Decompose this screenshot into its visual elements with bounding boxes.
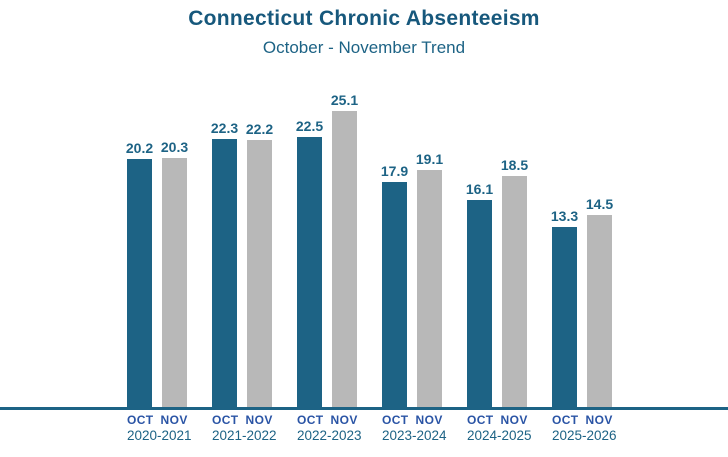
month-labels: OCT NOV <box>297 413 357 427</box>
bar-value-label: 17.9 <box>380 162 409 179</box>
oct-bar: 17.9 <box>381 163 408 407</box>
x-axis-row: OCT NOV 2020-2021 OCT NOV 2021-2022 OCT NOV 2022… <box>127 413 617 443</box>
bar-group: 16.1 18.5 <box>466 157 528 407</box>
oct-label: OCT <box>127 413 154 427</box>
oct-bar: 16.1 <box>466 181 493 407</box>
oct-bar: 22.3 <box>211 120 238 407</box>
nov-bar: 19.1 <box>416 151 443 407</box>
bar-group: 20.2 20.3 <box>126 139 188 407</box>
nov-label: NOV <box>160 413 188 427</box>
year-label: 2024-2025 <box>467 428 532 443</box>
nov-label: NOV <box>245 413 273 427</box>
nov-bar: 20.3 <box>161 139 188 407</box>
year-label: 2022-2023 <box>297 428 362 443</box>
oct-bar: 22.5 <box>296 118 323 407</box>
bar-value-label: 20.3 <box>160 139 189 156</box>
x-axis-group-label: OCT NOV 2024-2025 <box>467 413 532 443</box>
oct-bar: 13.3 <box>551 208 578 407</box>
year-label: 2021-2022 <box>212 428 277 443</box>
x-axis-group-label: OCT NOV 2020-2021 <box>127 413 192 443</box>
nov-label: NOV <box>585 413 613 427</box>
month-labels: OCT NOV <box>467 413 527 427</box>
nov-bar: 18.5 <box>501 157 528 407</box>
bar-group: 13.3 14.5 <box>551 196 613 407</box>
oct-label: OCT <box>212 413 239 427</box>
chart-subtitle: October - November Trend <box>262 38 466 57</box>
bar-value-label: 13.3 <box>550 208 579 225</box>
nov-label: NOV <box>500 413 528 427</box>
chart-header: Connecticut Chronic Absenteeism October … <box>0 7 728 58</box>
bar-group: 22.5 25.1 <box>296 92 358 407</box>
bar-value-label: 22.3 <box>210 119 239 136</box>
bar-group: 22.3 22.2 <box>211 120 273 407</box>
month-labels: OCT NOV <box>127 413 187 427</box>
oct-bar: 20.2 <box>126 140 153 407</box>
nov-label: NOV <box>415 413 443 427</box>
oct-label: OCT <box>297 413 324 427</box>
chart-title: Connecticut Chronic Absenteeism <box>188 7 540 30</box>
x-axis-group-label: OCT NOV 2023-2024 <box>382 413 447 443</box>
nov-bar: 25.1 <box>331 92 358 407</box>
x-axis-group-label: OCT NOV 2025-2026 <box>552 413 617 443</box>
year-label: 2020-2021 <box>127 428 192 443</box>
x-axis-line <box>0 407 728 410</box>
bar-value-label: 20.2 <box>125 140 154 157</box>
month-labels: OCT NOV <box>382 413 442 427</box>
x-axis-group-label: OCT NOV 2021-2022 <box>212 413 277 443</box>
nov-bar: 14.5 <box>586 196 613 407</box>
year-label: 2023-2024 <box>382 428 447 443</box>
bar-value-label: 18.5 <box>500 157 529 173</box>
bar-value-label: 25.1 <box>330 92 359 109</box>
oct-label: OCT <box>382 413 409 427</box>
bar-value-label: 14.5 <box>585 196 614 213</box>
bar-value-label: 22.2 <box>245 120 274 137</box>
x-axis-group-label: OCT NOV 2022-2023 <box>297 413 362 443</box>
bar-value-label: 22.5 <box>295 117 324 134</box>
month-labels: OCT NOV <box>212 413 272 427</box>
oct-label: OCT <box>467 413 494 427</box>
bar-value-label: 16.1 <box>465 180 494 197</box>
year-label: 2025-2026 <box>552 428 617 443</box>
bar-value-label: 19.1 <box>415 151 444 168</box>
nov-bar: 22.2 <box>246 121 273 407</box>
month-labels: OCT NOV <box>552 413 612 427</box>
nov-label: NOV <box>330 413 358 427</box>
oct-label: OCT <box>552 413 579 427</box>
bar-group: 17.9 19.1 <box>381 151 443 407</box>
bars-row: 20.2 20.3 22.3 22.2 22.5 25.1 17.9 19.1 16.1 18.5… <box>126 92 613 407</box>
